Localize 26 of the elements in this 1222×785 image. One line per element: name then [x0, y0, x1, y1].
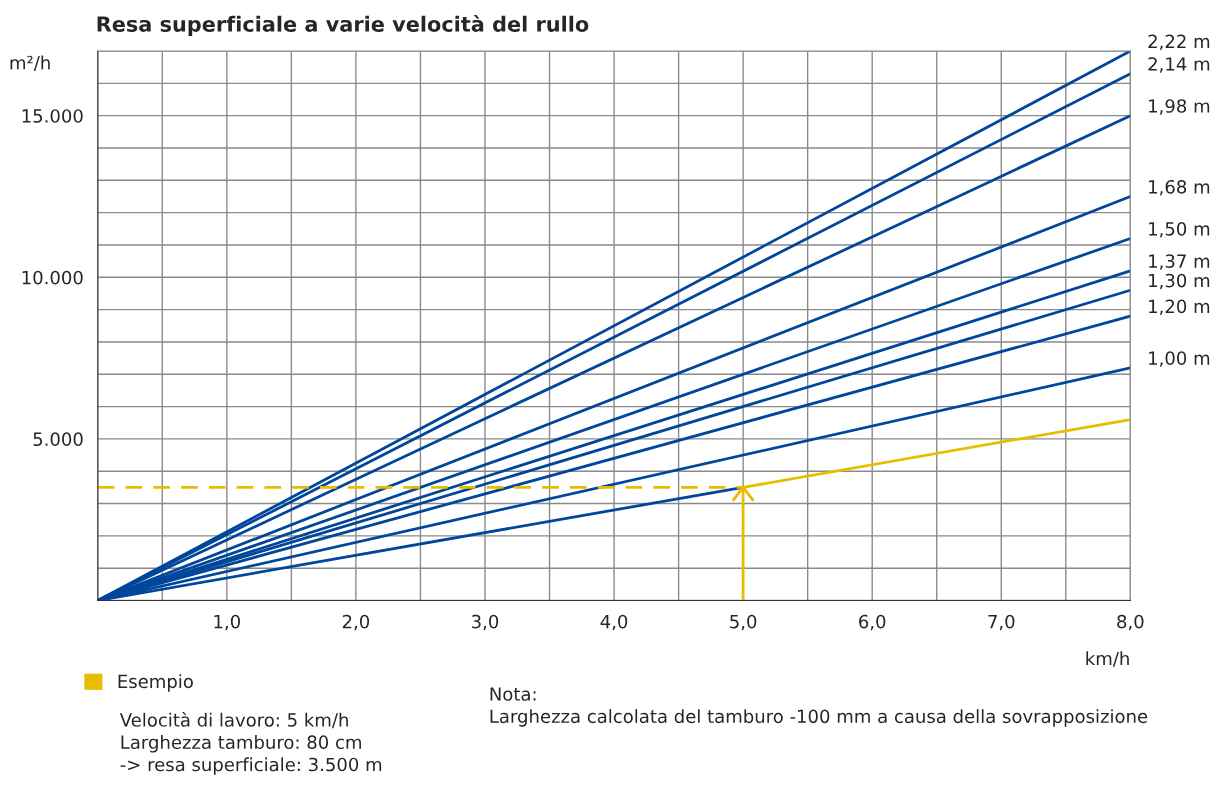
text: Nota: Larghezza calcolata del tamburo -100 mm a causa della sovrapposizione [490, 687, 1148, 727]
y-axis-title: m²/h [10, 55, 50, 71]
series-label: 1,00 m [1149, 351, 1210, 367]
series-label: 1,30 m [1149, 273, 1210, 290]
x-tick-label: 6,0 [859, 614, 886, 631]
text: Velocità di lavoro: 5 km/h Larghezza tamburo: 80 cm -> resa superficiale: 3.500 m [119, 712, 382, 775]
x-tick-label: 4,0 [600, 614, 628, 631]
x-tick-label: 2,0 [342, 614, 370, 631]
x-tick-label: 3,0 [472, 614, 499, 631]
x-tick-label: 7,0 [988, 614, 1015, 631]
series-label: 1,50 m [1149, 222, 1210, 238]
series-label: 1,68 m [1149, 179, 1210, 196]
y-tick-label: 5.000 [33, 432, 83, 447]
series-label: 1,20 m [1149, 299, 1210, 316]
y-tick-label: 10.000 [22, 270, 83, 285]
y-tick-label: 15.000 [22, 109, 83, 123]
series-label: 1,98 m [1149, 99, 1210, 115]
chart-title: Resa superficiale a varie velocità del rullo [97, 14, 589, 36]
x-tick-label: 8,0 [1117, 614, 1144, 631]
x-axis-title: km/h [1086, 651, 1129, 667]
x-tick-label: 1,0 [214, 614, 240, 631]
x-tick-label: 5,0 [730, 614, 757, 631]
series-label: 2,22 m [1148, 34, 1210, 51]
series-label: 1,37 m [1149, 254, 1210, 270]
series-label: 2,14 m [1148, 57, 1210, 73]
legend-label: Esempio [118, 674, 193, 692]
